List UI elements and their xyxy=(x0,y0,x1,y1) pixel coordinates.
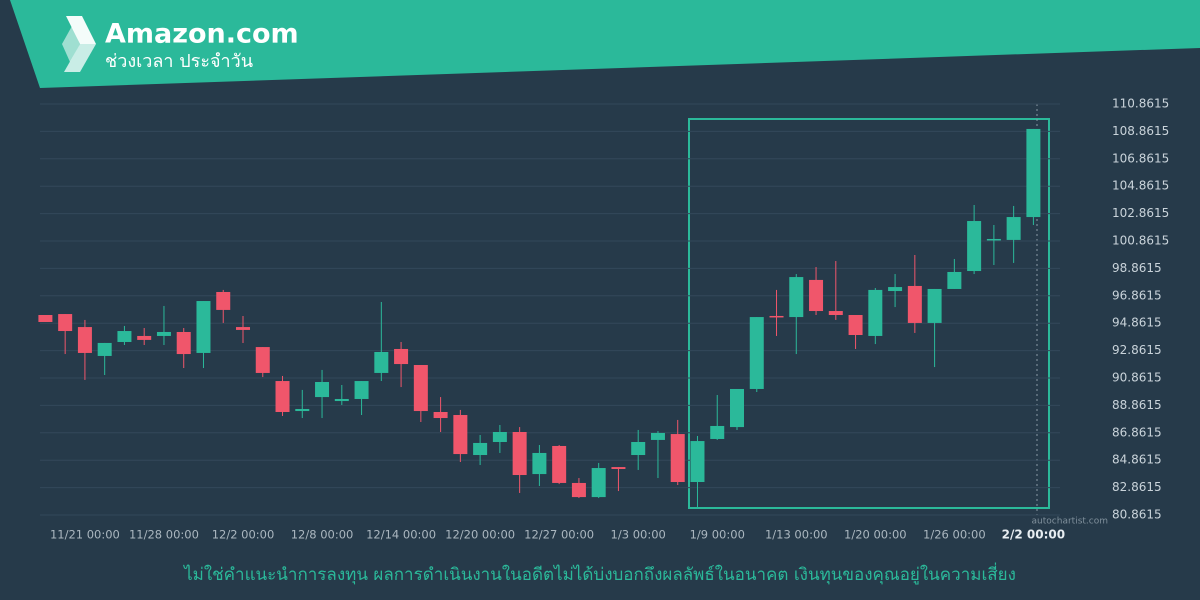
candle-body xyxy=(413,365,428,412)
candle-body xyxy=(315,381,330,398)
y-tick-label: 110.8615 xyxy=(1112,97,1169,111)
candle-body xyxy=(888,287,903,292)
y-tick-label: 104.8615 xyxy=(1112,179,1169,193)
y-tick-label: 90.8615 xyxy=(1112,371,1162,385)
y-tick-label: 94.8615 xyxy=(1112,316,1162,330)
y-tick-label: 106.8615 xyxy=(1112,151,1169,165)
candle-body xyxy=(275,381,290,412)
candle-body xyxy=(631,441,646,456)
disclaimer: ไม่ใช่คำแนะนำการลงทุน ผลการดำเนินงานในอด… xyxy=(182,562,1016,585)
candle-body xyxy=(58,314,73,332)
candle-body xyxy=(176,331,191,355)
y-tick-label: 80.8615 xyxy=(1112,508,1162,522)
candle-body xyxy=(433,411,448,419)
watermark: autochartist.com xyxy=(1032,517,1108,527)
candle-body xyxy=(927,288,942,323)
x-tick-label: 12/8 00:00 xyxy=(291,528,354,542)
x-tick-label: 11/21 00:00 xyxy=(50,528,120,542)
candle-body xyxy=(38,315,53,322)
candle-body xyxy=(690,441,705,483)
candle-body xyxy=(809,279,824,312)
candle-body xyxy=(907,285,922,323)
candle-body xyxy=(986,238,1001,241)
x-tick-label: 1/3 00:00 xyxy=(611,528,666,542)
candle-body xyxy=(769,315,784,318)
candle-body xyxy=(967,221,982,272)
y-tick-label: 82.8615 xyxy=(1112,480,1162,494)
y-tick-label: 102.8615 xyxy=(1112,206,1169,220)
candle-body xyxy=(1006,217,1021,240)
y-tick-label: 98.8615 xyxy=(1112,261,1162,275)
chart-title: Amazon.com xyxy=(105,19,299,50)
x-tick-label: 12/27 00:00 xyxy=(524,528,594,542)
x-tick-label: 12/14 00:00 xyxy=(366,528,436,542)
y-tick-label: 84.8615 xyxy=(1112,453,1162,467)
y-tick-label: 88.8615 xyxy=(1112,398,1162,412)
logo xyxy=(62,16,96,72)
chart-subtitle: ช่วงเวลา ประจำวัน xyxy=(105,51,253,72)
candle-body xyxy=(117,331,132,342)
candle-body xyxy=(77,327,92,353)
candle-body xyxy=(947,271,962,289)
candle-body xyxy=(492,431,507,442)
y-tick-label: 96.8615 xyxy=(1112,288,1162,302)
x-tick-label: 12/2 00:00 xyxy=(212,528,275,542)
y-tick-label: 108.8615 xyxy=(1112,124,1169,138)
candle-body xyxy=(730,388,744,428)
x-tick-label: 12/20 00:00 xyxy=(445,528,515,542)
y-tick-label: 92.8615 xyxy=(1112,343,1162,357)
candle-body xyxy=(591,468,606,498)
candle-body xyxy=(196,301,211,353)
x-tick-label: 11/28 00:00 xyxy=(129,528,199,542)
x-tick-label: 1/26 00:00 xyxy=(923,528,986,542)
candle-body xyxy=(670,434,685,483)
candle-body xyxy=(394,348,409,365)
candle-body xyxy=(156,331,171,336)
x-tick-label: 2/2 00:00 xyxy=(1002,528,1065,542)
candle-body xyxy=(295,408,310,412)
candle-body xyxy=(710,425,725,439)
candle-body xyxy=(868,289,883,336)
x-tick-label: 1/13 00:00 xyxy=(765,528,828,542)
candle-body xyxy=(552,445,567,483)
candle-body xyxy=(1026,128,1041,218)
candle-body xyxy=(236,327,250,330)
candle-body xyxy=(848,315,863,336)
candle-body xyxy=(374,351,389,373)
candle-body xyxy=(571,482,586,498)
candle-body xyxy=(334,398,349,402)
candle-body xyxy=(512,431,527,476)
candle-body xyxy=(473,442,488,456)
candle-body xyxy=(255,347,270,373)
candle-body xyxy=(97,342,112,356)
candle-body xyxy=(216,291,231,310)
pattern-box xyxy=(688,118,1050,509)
candle-body xyxy=(137,335,152,340)
candle-body xyxy=(532,452,547,475)
candle-body xyxy=(453,415,468,455)
x-tick-label: 1/20 00:00 xyxy=(844,528,907,542)
candle-body xyxy=(650,432,665,440)
y-tick-label: 100.8615 xyxy=(1112,234,1169,248)
x-tick-label: 1/9 00:00 xyxy=(690,528,745,542)
candle-body xyxy=(749,317,764,389)
candle-body xyxy=(611,467,626,469)
candle-body xyxy=(828,311,843,316)
header-banner xyxy=(10,0,1200,88)
y-tick-label: 86.8615 xyxy=(1112,425,1162,439)
candle-body xyxy=(354,381,369,399)
candle-body xyxy=(789,277,804,318)
